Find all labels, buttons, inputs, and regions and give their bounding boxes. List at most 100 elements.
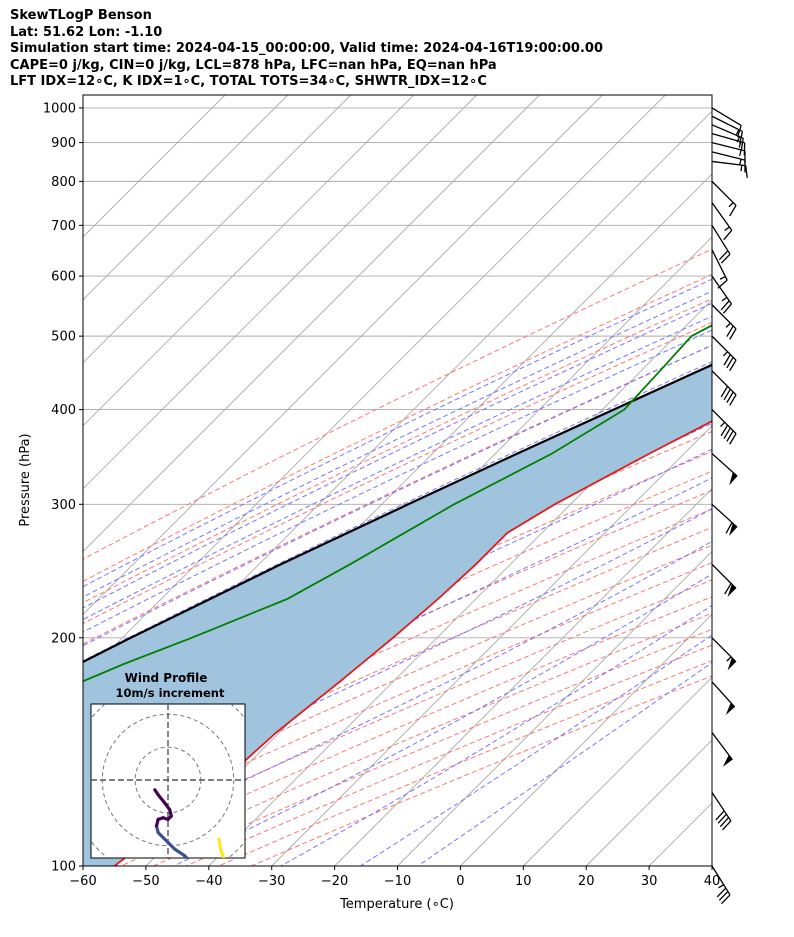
- barb-full: [722, 820, 732, 831]
- wind-barb: [711, 637, 737, 671]
- moist-adiabat: [83, 361, 712, 662]
- barb-half: [726, 656, 732, 662]
- barb-full: [729, 359, 737, 372]
- isotherm--20: [334, 487, 712, 866]
- barb-pennant: [725, 702, 735, 716]
- barb-full: [740, 138, 744, 151]
- hodograph-segment: [217, 837, 223, 851]
- dry-adiabat: [83, 470, 712, 757]
- barb-full: [724, 583, 732, 595]
- wind-barb: [711, 409, 737, 445]
- wind-barb: [711, 224, 731, 264]
- y-axis-label: Pressure (hPa): [18, 433, 33, 526]
- barb-full: [729, 394, 737, 406]
- barb-full: [745, 165, 748, 178]
- isotherm--130: [83, 95, 415, 427]
- isotherm--140: [83, 95, 352, 364]
- barb-pennant: [722, 754, 733, 767]
- barb-half: [739, 149, 742, 156]
- isotherm-0: [460, 613, 712, 866]
- barb-full: [717, 813, 727, 824]
- moist-adiabat: [83, 540, 712, 858]
- isotherm--100: [83, 95, 603, 616]
- barb-half: [724, 226, 730, 232]
- barb-half: [725, 322, 731, 328]
- barb-pennant: [729, 523, 738, 537]
- barb-full: [723, 388, 731, 401]
- y-tick-label: 1000: [43, 101, 76, 116]
- wind-barb: [711, 681, 736, 716]
- barb-full: [715, 810, 725, 821]
- x-tick-label: −40: [195, 874, 222, 889]
- x-tick-label: 20: [578, 874, 595, 889]
- isotherm-40: [711, 865, 712, 866]
- wind-barb: [711, 453, 738, 486]
- barb-staff: [711, 370, 737, 396]
- wind-barb: [711, 370, 737, 406]
- dry-adiabat: [83, 508, 712, 791]
- wind-barb: [711, 304, 737, 340]
- barb-staff: [711, 107, 742, 126]
- y-tick-label: 300: [51, 498, 76, 513]
- wind-barb: [711, 275, 733, 314]
- barb-staff: [711, 141, 746, 152]
- barb-half: [720, 421, 726, 428]
- barb-full: [718, 250, 729, 261]
- barb-half: [740, 165, 743, 172]
- time-line: Simulation start time: 2024-04-15_00:00:…: [10, 41, 603, 56]
- x-tick-label: −20: [321, 874, 348, 889]
- moist-adiabat: [83, 344, 712, 647]
- isotherm-20: [585, 739, 712, 866]
- hodograph-segment: [156, 793, 167, 805]
- barb-half: [728, 202, 734, 208]
- moist-adiabat: [83, 290, 712, 598]
- y-tick-label: 200: [51, 631, 76, 646]
- barb-staff: [711, 151, 746, 161]
- barb-half: [739, 158, 742, 166]
- barb-full: [722, 303, 732, 314]
- barb-full: [720, 253, 731, 264]
- barb-staff: [711, 124, 744, 139]
- barb-full: [720, 386, 729, 398]
- barb-full: [726, 325, 734, 337]
- isotherm-30: [648, 802, 712, 866]
- x-tick-label: −50: [132, 874, 159, 889]
- barb-staff: [711, 160, 746, 167]
- barb-full: [725, 522, 733, 534]
- y-tick-label: 900: [51, 136, 76, 151]
- x-axis-label: Temperature (∘C): [339, 897, 454, 912]
- dewpoint-line: [83, 324, 712, 683]
- barb-staff: [711, 409, 737, 435]
- location-line: Lat: 51.62 Lon: -1.10: [10, 24, 163, 40]
- barb-half: [735, 129, 740, 136]
- temperature-line: [113, 420, 712, 866]
- barb-full: [720, 424, 729, 437]
- barb-staff: [711, 132, 745, 144]
- parcel-profile-line: [83, 363, 712, 664]
- x-tick-label: 40: [704, 874, 721, 889]
- barb-half: [722, 351, 729, 357]
- barb-half: [721, 296, 728, 302]
- wind-barb: [711, 792, 732, 831]
- barb-full: [726, 356, 734, 369]
- isotherm--90: [83, 95, 666, 678]
- barb-half: [718, 884, 725, 889]
- barb-full: [729, 433, 737, 445]
- barb-staff: [711, 792, 732, 822]
- barb-full: [723, 427, 731, 439]
- barb-full: [729, 205, 737, 217]
- barb-full: [723, 354, 731, 366]
- wind-barb: [711, 865, 731, 905]
- axes: −60 −50 −40 −30 −20 −10 0 10 20 30 40 100 200 300 400 5…: [43, 101, 720, 889]
- index-line: LFT IDX=12∘C, K IDX=1∘C, TOTAL TOTS=34∘C…: [10, 74, 487, 89]
- isotherm--160: [83, 95, 226, 238]
- hodograph-segment: [230, 869, 237, 879]
- hodograph-segment: [153, 788, 160, 797]
- barb-staff: [711, 865, 731, 896]
- hodograph-title: Wind Profile: [125, 671, 208, 685]
- barb-full: [736, 125, 742, 138]
- cape-line: CAPE=0 j/kg, CIN=0 j/kg, LCL=878 hPa, LF…: [10, 57, 497, 73]
- x-tick-label: −30: [258, 874, 285, 889]
- y-tick-label: 700: [51, 219, 76, 234]
- barb-full: [720, 894, 731, 905]
